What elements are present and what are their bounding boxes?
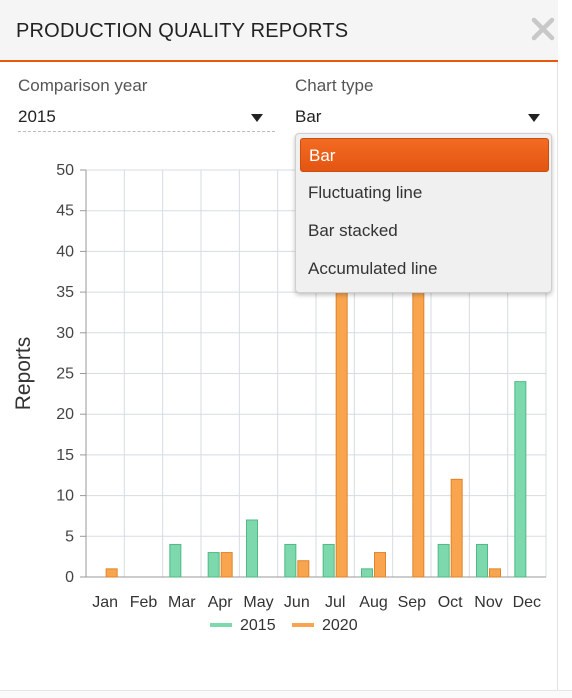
bar-2015-nov[interactable] bbox=[476, 543, 488, 578]
x-tick-label: Jun bbox=[284, 594, 310, 611]
legend-label-2015[interactable]: 2015 bbox=[240, 617, 276, 634]
y-tick-label: 25 bbox=[56, 366, 74, 383]
x-tick-label: Mar bbox=[168, 594, 196, 611]
bar-2020-nov[interactable] bbox=[489, 568, 501, 578]
y-tick-label: 5 bbox=[65, 528, 74, 545]
x-tick-label: Oct bbox=[438, 594, 463, 611]
x-tick-label: Nov bbox=[474, 594, 502, 611]
bar-2015-mar[interactable] bbox=[169, 543, 182, 578]
panel-title: PRODUCTION QUALITY REPORTS bbox=[16, 20, 349, 42]
chart-type-label: Chart type bbox=[295, 76, 374, 95]
legend-swatch-2020[interactable] bbox=[292, 623, 314, 627]
y-tick-label: 35 bbox=[56, 284, 74, 301]
bar-2015-dec[interactable] bbox=[514, 381, 527, 578]
bar-2020-oct[interactable] bbox=[450, 478, 463, 578]
bar-2015-apr[interactable] bbox=[207, 552, 220, 578]
comparison-year-label: Comparison year bbox=[18, 76, 148, 95]
bar-2015-aug[interactable] bbox=[361, 568, 373, 578]
legend-swatch-2015[interactable] bbox=[210, 623, 232, 627]
x-tick-label: Apr bbox=[208, 594, 234, 611]
bar-2020-jul[interactable] bbox=[335, 267, 348, 578]
x-tick-label: Aug bbox=[359, 594, 387, 611]
bar-2015-may[interactable] bbox=[246, 519, 258, 578]
comparison-year-caret-icon[interactable] bbox=[250, 110, 264, 122]
bar-2015-jul[interactable] bbox=[322, 543, 335, 578]
comparison-year-value[interactable]: 2015 bbox=[18, 107, 56, 126]
legend-label-2020[interactable]: 2020 bbox=[322, 617, 358, 634]
x-tick-label: Feb bbox=[130, 594, 158, 611]
footer-divider bbox=[0, 690, 572, 698]
y-tick-label: 50 bbox=[56, 162, 74, 179]
chart-svg: 0 5 10 15 20 25 30 35 40 45 50 Jan Feb Mar Apr May Jun Ju… bbox=[12, 162, 547, 634]
bar-2015-jun[interactable] bbox=[284, 543, 297, 578]
x-tick-label: Sep bbox=[398, 594, 427, 611]
bar-2020-jan[interactable] bbox=[105, 568, 118, 578]
production-quality-panel: PRODUCTION QUALITY REPORTS Comparison ye… bbox=[0, 0, 558, 690]
x-tick-label: Jan bbox=[92, 594, 118, 611]
y-tick-label: 0 bbox=[65, 569, 74, 586]
dropdown-option-accumulated-line[interactable]: Accumulated line bbox=[308, 259, 438, 278]
y-tick-label: 45 bbox=[56, 203, 74, 220]
bar-2020-jun[interactable] bbox=[297, 560, 310, 578]
bar-2020-sep[interactable] bbox=[412, 267, 425, 578]
y-axis-label: Reports bbox=[12, 337, 35, 411]
chart-type-caret-icon[interactable] bbox=[527, 110, 541, 122]
y-tick-label: 40 bbox=[56, 243, 74, 260]
close-icon[interactable] bbox=[528, 14, 558, 44]
reports-chart: 0 5 10 15 20 25 30 35 40 45 50 Jan Feb Mar Apr May Jun Ju… bbox=[0, 148, 558, 648]
x-tick-label: May bbox=[243, 594, 273, 611]
bar-2020-apr[interactable] bbox=[220, 552, 233, 578]
x-tick-label: Jul bbox=[325, 594, 345, 611]
chart-type-value[interactable]: Bar bbox=[295, 107, 322, 126]
x-tick-label: Dec bbox=[513, 594, 541, 611]
y-tick-label: 10 bbox=[56, 488, 74, 505]
chart-type-dropdown: Bar Fluctuating line Bar stacked Accumulate… bbox=[295, 133, 552, 293]
dropdown-option-bar[interactable]: Bar bbox=[300, 138, 549, 172]
dropdown-option-bar-stacked[interactable]: Bar stacked bbox=[308, 221, 398, 240]
bar-2020-aug[interactable] bbox=[374, 552, 386, 578]
bar-2015-oct[interactable] bbox=[437, 543, 450, 578]
y-tick-label: 30 bbox=[56, 325, 74, 342]
panel-header: PRODUCTION QUALITY REPORTS bbox=[0, 0, 558, 62]
dropdown-option-fluctuating-line[interactable]: Fluctuating line bbox=[308, 183, 423, 202]
comparison-year-underline bbox=[18, 131, 275, 132]
y-tick-label: 20 bbox=[56, 406, 74, 423]
y-tick-label: 15 bbox=[56, 447, 74, 464]
